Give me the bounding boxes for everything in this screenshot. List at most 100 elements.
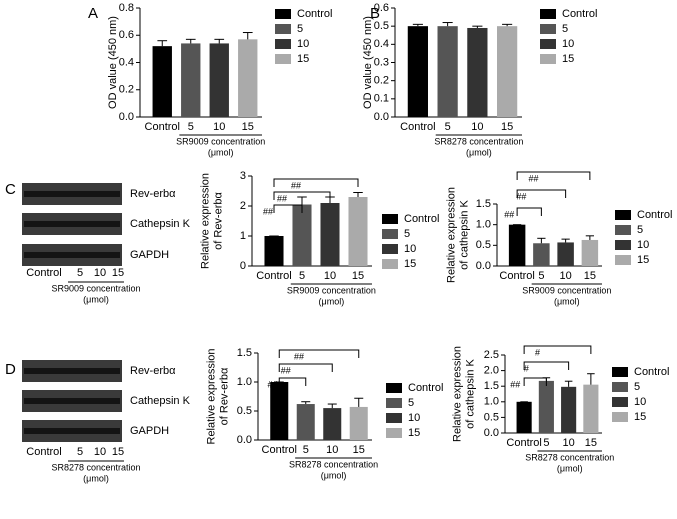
x-tick-label: 15 [585,437,597,449]
blot-x-label: SR8278 concentration [51,462,140,472]
x-tick-label: Control [262,444,297,456]
x-tick-label: 5 [188,121,194,133]
legend-swatch [612,412,628,422]
y-tick-label: 1.0 [476,219,491,231]
legend-label: 15 [297,53,309,65]
y-tick-label: 0.5 [374,20,389,32]
bar [152,46,172,117]
error-bar [564,380,573,387]
legend-swatch [275,54,291,64]
y-tick-label: 0.2 [374,75,389,87]
error-bar [354,397,364,407]
legend-label: Control [562,8,597,20]
y-axis-label: of cathepsin K [458,199,470,269]
legend-swatch [382,229,398,239]
error-bar [585,235,594,240]
y-tick-label: 2 [240,200,246,212]
bar [437,26,458,118]
error-bar [353,192,363,197]
bar [296,404,315,440]
legend-label: 10 [297,38,309,50]
legend-swatch [386,413,402,423]
error-bar [327,403,337,409]
blot-band [24,398,120,404]
significance-label: ## [291,180,301,190]
x-axis-label: SR9009 concentration [176,136,265,146]
legend-label: 15 [634,411,646,423]
panel-label: B [370,5,380,22]
significance-bracket [523,377,547,386]
significance-label: ## [281,365,291,375]
significance-bracket [273,191,331,200]
legend-swatch [612,382,628,392]
x-axis-label: SR9009 concentration [287,285,376,295]
x-tick-label: 10 [326,444,338,456]
x-tick-label: 15 [352,270,364,282]
x-axis-label: SR8278 concentration [289,459,378,469]
significance-bracket [523,361,570,370]
bar [320,203,340,266]
y-tick-label: 1.0 [237,376,252,388]
x-tick-label: Control [506,437,541,449]
legend-swatch [386,398,402,408]
x-tick-label: 5 [299,270,305,282]
error-bar [502,23,513,27]
significance-label: ## [267,379,277,389]
legend-swatch [275,39,291,49]
significance-bracket [516,207,542,216]
panel-label: D [5,361,16,378]
bar [238,39,258,117]
x-axis-label: (μmol) [554,296,580,306]
legend-label: 5 [297,23,303,35]
legend-label: 5 [408,397,414,409]
legend-label: Control [297,8,332,20]
x-tick-label: 5 [303,444,309,456]
blot-row-label: GAPDH [130,249,169,261]
error-bar [587,373,595,385]
y-tick-label: 2.5 [484,349,499,361]
y-tick-label: 0.6 [374,2,389,14]
y-tick-label: 0.3 [374,56,389,68]
error-bar [185,38,196,44]
y-tick-label: 0.2 [119,84,134,96]
significance-label: ## [263,206,273,216]
y-axis-label: OD value (450 nm) [362,16,374,109]
y-axis-label: of cathepsin K [464,358,476,428]
x-tick-label: Control [145,121,180,133]
x-tick-label: Control [499,270,534,282]
x-axis-label: SR8278 concentration [525,452,614,462]
significance-label: ## [294,351,304,361]
significance-label: ## [277,193,287,203]
y-tick-label: 0.5 [237,405,252,417]
legend-swatch [275,24,291,34]
blot-lane-label: 15 [112,267,124,279]
error-bar [412,23,423,27]
legend-label: 15 [637,254,649,266]
significance-bracket [273,178,359,187]
error-bar [561,238,570,243]
x-tick-label: 10 [324,270,336,282]
significance-bracket [516,171,591,180]
significance-bracket [273,204,303,213]
bar [270,382,289,440]
blot-x-label: (μmol) [83,294,109,304]
y-tick-label: 0.5 [476,239,491,251]
y-axis-label: Relative expression [445,187,457,283]
x-axis-label: (μmol) [208,147,234,157]
legend-label: Control [637,209,672,221]
legend-label: 10 [404,243,416,255]
legend-swatch [382,214,398,224]
y-tick-label: 0.0 [476,260,491,272]
bar [292,204,312,266]
legend-label: 10 [562,38,574,50]
legend-swatch [382,259,398,269]
legend-swatch [612,367,628,377]
y-tick-label: 2.0 [484,365,499,377]
legend-swatch [540,9,556,19]
bar [583,384,599,433]
legend-label: Control [404,213,439,225]
bar [181,43,201,117]
y-axis-label: Relative expression [205,349,217,445]
bar [581,239,599,266]
